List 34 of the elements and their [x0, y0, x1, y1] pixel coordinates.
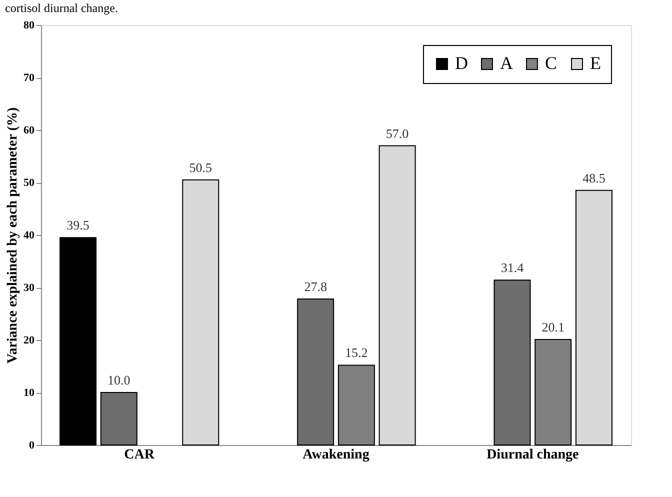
legend-label: E [590, 53, 601, 73]
data-label: 57.0 [386, 126, 409, 141]
data-label: 15.2 [345, 345, 368, 360]
data-label: 20.1 [542, 319, 564, 334]
y-tick-label: 20 [24, 334, 35, 346]
legend-label: C [545, 53, 558, 73]
y-tick-label: 60 [24, 124, 35, 136]
bar [100, 392, 138, 446]
data-label: 50.5 [189, 160, 212, 175]
legend-label: A [500, 53, 513, 73]
bar [494, 280, 531, 446]
y-tick-label: 80 [24, 20, 35, 32]
text: cortisol diurnal change. [5, 1, 118, 15]
x-tick-label: Awakening [302, 448, 370, 462]
legend-label: D [455, 53, 468, 73]
bar [182, 179, 220, 446]
bar [378, 145, 416, 446]
y-axis-title: Variance explained by each parameter (%) [6, 107, 20, 364]
x-tick-label: Diurnal change [486, 448, 579, 462]
y-tick-label: 70 [24, 72, 35, 84]
y-tick-label: 30 [24, 282, 35, 294]
data-label: 31.4 [500, 260, 524, 276]
data-label: 27.8 [304, 279, 327, 294]
bar [60, 237, 97, 446]
y-tick-label: 10 [24, 387, 35, 399]
x-tick-label: CAR [124, 448, 156, 462]
y-tick-label: 0 [29, 440, 35, 452]
bar [575, 190, 612, 446]
data-label: 10.0 [108, 372, 130, 388]
y-tick-label: 40 [24, 230, 35, 242]
data-label: 39.5 [66, 218, 90, 233]
y-tick-label: 50 [24, 177, 35, 189]
data-label: 48.5 [582, 170, 606, 186]
bar [297, 298, 334, 446]
